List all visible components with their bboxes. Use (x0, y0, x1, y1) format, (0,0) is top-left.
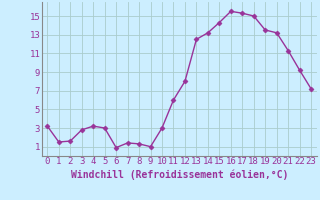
X-axis label: Windchill (Refroidissement éolien,°C): Windchill (Refroidissement éolien,°C) (70, 169, 288, 180)
